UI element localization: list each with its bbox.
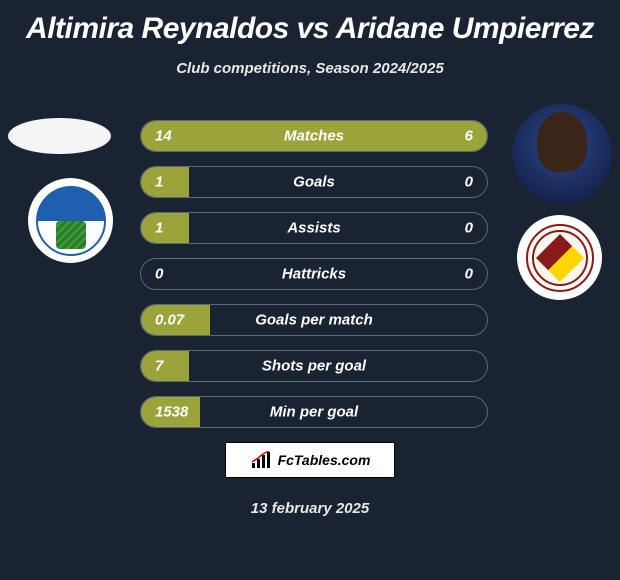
brand-chart-icon bbox=[250, 451, 274, 469]
stat-value-left: 1538 bbox=[155, 404, 188, 421]
stat-value-left: 0.07 bbox=[155, 312, 184, 329]
stat-row: 1 0 Goals bbox=[140, 166, 488, 198]
stat-bar-left bbox=[141, 351, 189, 381]
stat-row: 7 Shots per goal bbox=[140, 350, 488, 382]
stat-value-right: 6 bbox=[465, 128, 473, 145]
stat-row: 0.07 Goals per match bbox=[140, 304, 488, 336]
footer-date: 13 february 2025 bbox=[251, 500, 369, 517]
club-left-logo bbox=[28, 178, 113, 263]
stat-value-right: 0 bbox=[465, 266, 473, 283]
stats-comparison-table: 14 6 Matches 1 0 Goals 1 0 Assists 0 0 Hattricks 0.0… bbox=[140, 120, 488, 442]
stat-label: Hattricks bbox=[282, 266, 346, 283]
stat-bar-left bbox=[141, 167, 189, 197]
stat-bar-left bbox=[141, 213, 189, 243]
stat-label: Assists bbox=[287, 220, 340, 237]
stat-label: Min per goal bbox=[270, 404, 358, 421]
stat-value-right: 0 bbox=[465, 220, 473, 237]
player-left-avatar bbox=[8, 118, 111, 154]
stat-value-left: 1 bbox=[155, 174, 163, 191]
stat-label: Goals bbox=[293, 174, 335, 191]
stat-value-left: 0 bbox=[155, 266, 163, 283]
brand-label: FcTables.com bbox=[278, 452, 371, 468]
stat-value-right: 0 bbox=[465, 174, 473, 191]
club-right-logo bbox=[517, 215, 602, 300]
stat-row: 1538 Min per goal bbox=[140, 396, 488, 428]
player-right-avatar bbox=[512, 104, 612, 204]
brand-badge: FcTables.com bbox=[225, 442, 395, 478]
stat-value-left: 1 bbox=[155, 220, 163, 237]
stat-label: Matches bbox=[284, 128, 344, 145]
stat-value-left: 14 bbox=[155, 128, 172, 145]
stat-value-left: 7 bbox=[155, 358, 163, 375]
stat-bar-left bbox=[141, 121, 383, 151]
page-subtitle: Club competitions, Season 2024/2025 bbox=[0, 60, 620, 77]
stat-label: Goals per match bbox=[255, 312, 373, 329]
stat-label: Shots per goal bbox=[262, 358, 366, 375]
stat-row: 1 0 Assists bbox=[140, 212, 488, 244]
stat-row: 14 6 Matches bbox=[140, 120, 488, 152]
page-title: Altimira Reynaldos vs Aridane Umpierrez bbox=[0, 0, 620, 46]
stat-row: 0 0 Hattricks bbox=[140, 258, 488, 290]
